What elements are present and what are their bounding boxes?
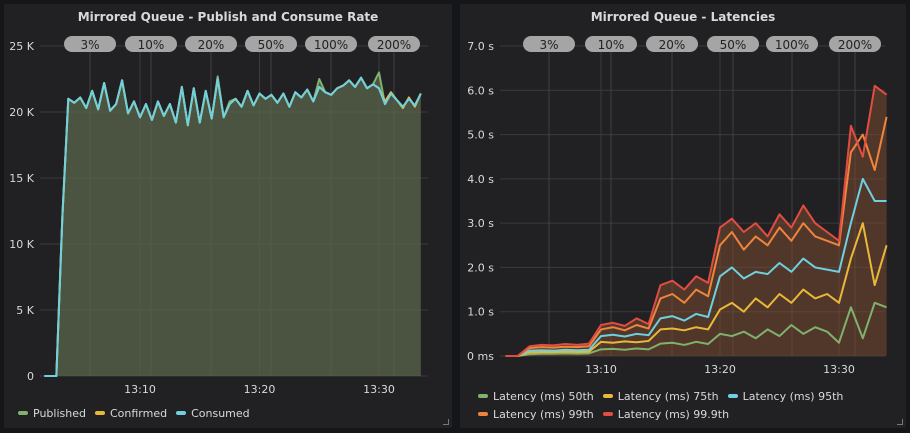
publish-consume-panel: Mirrored Queue - Publish and Consume Rat… — [4, 4, 452, 428]
y-tick-label: 3.0 s — [467, 217, 494, 230]
legend-label: Consumed — [191, 406, 250, 420]
y-tick-label: 6.0 s — [467, 84, 494, 97]
annotation-pill[interactable] — [125, 36, 177, 52]
annotation-pill[interactable] — [305, 36, 357, 52]
x-tick-label: 13:20 — [704, 363, 736, 376]
y-tick-label: 10 K — [9, 238, 34, 251]
annotation-pill[interactable] — [368, 36, 420, 52]
latencies-chart: 0 ms 1.0 s 2.0 s 3.0 s 4.0 s 5.0 s 6.0 s 7.0 s 1… — [467, 36, 888, 376]
annotation-label: 200% — [838, 38, 872, 52]
annotation-pill[interactable] — [245, 36, 297, 52]
annotation-label: 200% — [377, 38, 411, 52]
annotation-100pct[interactable]: 100% — [305, 36, 357, 52]
legend-label: Latency (ms) 50th — [493, 389, 594, 403]
series-area-fill — [44, 72, 421, 377]
legend-item[interactable]: Latency (ms) 50th — [478, 387, 594, 405]
annotation-3pct[interactable]: 3% — [64, 36, 116, 52]
latencies-panel: Mirrored Queue - Latencies 0 ms 1.0 s 2.0 … — [460, 4, 906, 428]
annotation-label: 3% — [539, 38, 558, 52]
legend-label: Latency (ms) 99.9th — [617, 407, 730, 421]
y-tick-label: 7.0 s — [467, 40, 494, 53]
x-tick-label: 13:30 — [823, 363, 855, 376]
x-tick-label: 13:10 — [124, 383, 156, 396]
y-tick-label: 5.0 s — [467, 129, 494, 142]
annotation-label: 3% — [80, 38, 99, 52]
legend-label: Latency (ms) 95th — [742, 389, 844, 403]
legend-item[interactable]: Latency (ms) 99.9th — [602, 405, 730, 423]
legend-label: Confirmed — [109, 406, 168, 420]
annotation-pill[interactable] — [523, 36, 575, 52]
annotation-label: 100% — [775, 38, 809, 52]
legend: Published Confirmed Consumed — [18, 404, 448, 422]
y-tick-label: 20 K — [9, 106, 34, 119]
panel-title[interactable]: Mirrored Queue - Publish and Consume Rat… — [77, 10, 379, 24]
annotation-10pct[interactable]: 10% — [585, 36, 637, 52]
legend-swatch — [478, 394, 488, 398]
legend-label: Published — [33, 406, 86, 420]
annotation-pill[interactable] — [829, 36, 881, 52]
legend-swatch — [94, 411, 105, 415]
y-tick-label: 1.0 s — [467, 306, 494, 319]
annotation-pill[interactable] — [585, 36, 637, 52]
panel-title[interactable]: Mirrored Queue - Latencies — [590, 10, 776, 24]
annotation-20pct[interactable]: 20% — [646, 36, 698, 52]
y-tick-label: 5 K — [16, 304, 34, 317]
legend: Latency (ms) 50th Latency (ms) 75th Latenc… — [478, 387, 908, 423]
annotation-pill[interactable] — [707, 36, 759, 52]
legend-swatch — [176, 411, 187, 415]
y-tick-label: 15 K — [9, 172, 34, 185]
annotation-10pct[interactable]: 10% — [125, 36, 177, 52]
resize-handle[interactable] — [443, 419, 449, 425]
annotation-50pct[interactable]: 50% — [707, 36, 759, 52]
series-area-fill — [505, 85, 887, 356]
series-line-consumed — [44, 76, 422, 377]
legend-item[interactable]: Published — [18, 404, 86, 422]
annotation-200pct[interactable]: 200% — [368, 36, 420, 52]
annotation-pill[interactable] — [766, 36, 818, 52]
annotation-20pct[interactable]: 20% — [185, 36, 237, 52]
x-tick-label: 13:10 — [585, 363, 617, 376]
legend-item[interactable]: Consumed — [176, 404, 250, 422]
y-tick-label: 4.0 s — [467, 173, 494, 186]
legend-swatch — [727, 394, 738, 398]
annotation-pill[interactable] — [185, 36, 237, 52]
y-tick-label: 0 ms — [467, 350, 494, 363]
x-tick-label: 13:20 — [244, 383, 276, 396]
annotation-label: 20% — [198, 38, 225, 52]
annotation-pill[interactable] — [646, 36, 698, 52]
publish-consume-chart: 0 5 K 10 K 15 K 20 K 25 K 13:10 13:20 13:30 3% 10%… — [9, 36, 428, 396]
legend-swatch — [18, 411, 28, 415]
legend-item[interactable]: Latency (ms) 99th — [478, 405, 594, 423]
annotation-label: 50% — [258, 38, 285, 52]
legend-item[interactable]: Latency (ms) 95th — [727, 387, 844, 405]
annotation-pill[interactable] — [64, 36, 116, 52]
annotation-label: 10% — [138, 38, 165, 52]
legend-item[interactable]: Confirmed — [94, 404, 168, 422]
legend-item[interactable]: Latency (ms) 75th — [602, 387, 719, 405]
annotation-200pct[interactable]: 200% — [829, 36, 881, 52]
resize-handle[interactable] — [897, 419, 903, 425]
annotation-label: 10% — [598, 38, 625, 52]
legend-label: Latency (ms) 75th — [617, 389, 719, 403]
annotation-100pct[interactable]: 100% — [766, 36, 818, 52]
annotation-label: 50% — [720, 38, 747, 52]
legend-label: Latency (ms) 99th — [493, 407, 594, 421]
annotation-3pct[interactable]: 3% — [523, 36, 575, 52]
annotation-label: 100% — [314, 38, 348, 52]
legend-swatch — [602, 394, 613, 398]
x-tick-label: 13:30 — [363, 383, 395, 396]
y-tick-label: 2.0 s — [467, 261, 494, 274]
y-tick-label: 0 — [27, 370, 34, 383]
legend-swatch — [602, 412, 613, 416]
annotation-50pct[interactable]: 50% — [245, 36, 297, 52]
legend-swatch — [478, 412, 488, 416]
y-tick-label: 25 K — [9, 40, 34, 53]
annotation-label: 20% — [659, 38, 686, 52]
